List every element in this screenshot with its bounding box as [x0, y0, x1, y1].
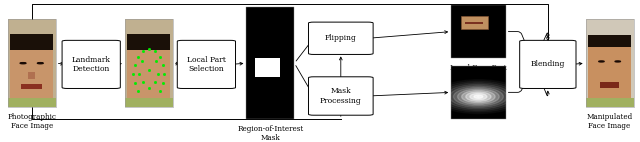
- Text: Local Face Part: Local Face Part: [450, 64, 507, 72]
- Bar: [125, 19, 173, 107]
- Bar: [125, 19, 173, 107]
- Bar: [588, 35, 631, 98]
- Bar: [255, 58, 280, 77]
- Bar: [600, 83, 620, 88]
- Text: Landmark
Detection: Landmark Detection: [72, 56, 111, 73]
- Ellipse shape: [449, 86, 508, 107]
- Bar: [451, 66, 506, 119]
- Text: Mask
Processing: Mask Processing: [320, 87, 362, 105]
- Bar: [8, 19, 56, 107]
- FancyBboxPatch shape: [177, 40, 236, 88]
- Bar: [586, 98, 634, 107]
- Bar: [10, 34, 53, 100]
- Circle shape: [20, 63, 26, 64]
- Bar: [588, 35, 631, 47]
- Ellipse shape: [466, 92, 491, 101]
- Ellipse shape: [474, 95, 483, 98]
- Bar: [586, 19, 634, 107]
- Ellipse shape: [441, 83, 516, 111]
- Bar: [21, 84, 42, 89]
- Text: Flipping: Flipping: [325, 34, 356, 42]
- Text: Region-of-Interest
Mask: Region-of-Interest Mask: [237, 125, 303, 142]
- Ellipse shape: [470, 93, 487, 100]
- FancyBboxPatch shape: [308, 77, 373, 115]
- Bar: [451, 5, 506, 58]
- Circle shape: [599, 61, 604, 62]
- Bar: [246, 7, 294, 119]
- Bar: [127, 34, 170, 50]
- Bar: [451, 66, 506, 119]
- Bar: [125, 98, 173, 107]
- FancyBboxPatch shape: [520, 40, 576, 88]
- Circle shape: [37, 63, 44, 64]
- Bar: [8, 98, 56, 107]
- Ellipse shape: [458, 89, 499, 104]
- Text: Manipulated
Face Image: Manipulated Face Image: [586, 113, 633, 130]
- Ellipse shape: [454, 87, 503, 106]
- Text: Blending: Blending: [531, 60, 565, 68]
- FancyBboxPatch shape: [62, 40, 120, 88]
- Circle shape: [615, 61, 620, 62]
- Bar: [28, 72, 35, 79]
- Bar: [246, 7, 294, 119]
- Bar: [127, 34, 170, 100]
- Bar: [461, 16, 488, 29]
- FancyBboxPatch shape: [308, 22, 373, 54]
- Text: Local Part
Selection: Local Part Selection: [187, 56, 226, 73]
- Bar: [465, 22, 483, 24]
- Bar: [8, 19, 56, 107]
- Bar: [451, 5, 506, 58]
- Bar: [10, 34, 53, 50]
- Ellipse shape: [461, 90, 495, 103]
- Bar: [586, 19, 634, 107]
- Ellipse shape: [445, 84, 511, 109]
- Text: Photographic
Face Image: Photographic Face Image: [7, 113, 56, 130]
